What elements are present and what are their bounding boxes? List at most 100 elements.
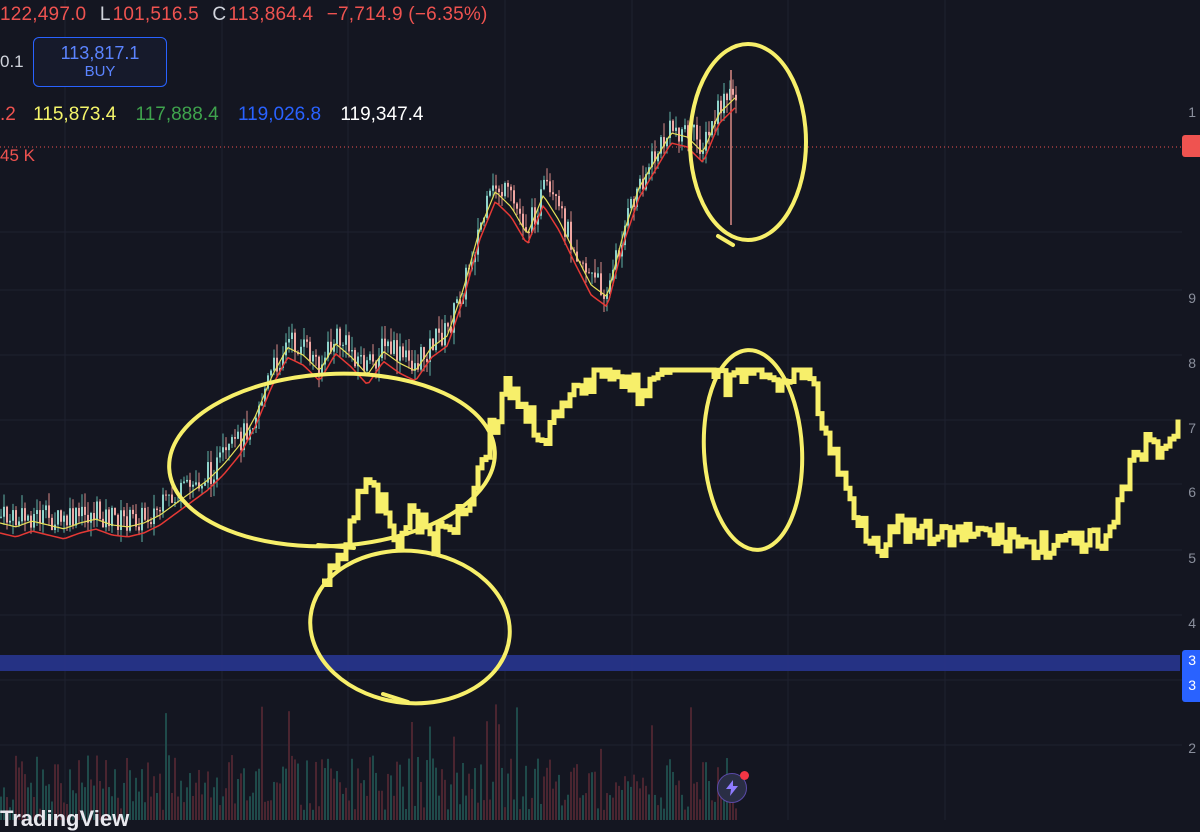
- volume-bar: [417, 757, 419, 820]
- volume-bar: [273, 781, 275, 820]
- candle-body: [96, 501, 98, 521]
- volume-bar: [447, 809, 449, 820]
- volume-bar: [504, 807, 506, 820]
- candle-body: [69, 508, 71, 526]
- volume-bar: [591, 772, 593, 820]
- volume-bar: [720, 788, 722, 820]
- volume-bar: [513, 799, 515, 820]
- candle-body: [591, 272, 593, 274]
- volume-bar: [3, 787, 5, 820]
- ohlc-close-label: C: [212, 4, 227, 25]
- volume-bar: [27, 787, 29, 820]
- candle-body: [93, 512, 95, 521]
- volume-bar: [546, 767, 548, 820]
- candle-body: [372, 354, 374, 362]
- candle-body: [201, 485, 203, 489]
- annotation-underline-lower: [381, 692, 410, 704]
- volume-bar: [201, 794, 203, 820]
- candle-body: [519, 208, 521, 214]
- annotation-tick-top: [716, 234, 735, 247]
- candle-body: [321, 364, 323, 376]
- candle-body: [477, 229, 479, 255]
- axis-tick: 7: [1188, 420, 1196, 436]
- volume-bar: [552, 788, 554, 820]
- volume-bar: [612, 797, 614, 820]
- volume-bar: [525, 765, 527, 820]
- volume-bar: [489, 799, 491, 820]
- volume-bar: [111, 796, 113, 820]
- candle-body: [495, 185, 497, 189]
- candle-body: [408, 350, 410, 361]
- candle-body: [600, 273, 602, 295]
- volume-bar: [630, 786, 632, 820]
- volume-bar: [672, 771, 674, 820]
- candle-body: [21, 508, 23, 522]
- volume-bar: [465, 795, 467, 820]
- candle-body: [204, 482, 206, 486]
- volume-bar: [72, 790, 74, 820]
- ma-line-yellow: [0, 97, 736, 530]
- candle-body: [138, 526, 140, 531]
- volume-bar: [645, 785, 647, 820]
- ohlc-change: −7,714.9 (−6.35%): [326, 4, 488, 25]
- candle-body: [510, 186, 512, 191]
- volume-bar: [333, 778, 335, 820]
- volume-bar: [507, 773, 509, 820]
- candle-body: [78, 507, 80, 517]
- volume-bar: [408, 758, 410, 820]
- candle-body: [264, 388, 266, 402]
- volume-bar: [693, 783, 695, 820]
- candle-body: [465, 267, 467, 300]
- candle-body: [642, 178, 644, 190]
- buy-price: 113,817.1: [60, 43, 140, 63]
- candle-body: [447, 323, 449, 327]
- ohlc-high: 122,497.0: [0, 4, 87, 25]
- axis-tick: 4: [1188, 615, 1196, 631]
- volume-bar: [240, 773, 242, 820]
- axis-tick: 2: [1188, 740, 1196, 756]
- volume-bar: [486, 721, 488, 820]
- candle-body: [552, 192, 554, 195]
- candle-body: [66, 515, 68, 526]
- volume-bar: [96, 755, 98, 820]
- candle-body: [651, 151, 653, 168]
- candle-body: [729, 88, 731, 101]
- lightning-bolt-button[interactable]: [717, 771, 749, 803]
- candle-body: [543, 179, 545, 190]
- candle-body: [711, 121, 713, 136]
- candle-body: [291, 332, 293, 340]
- volume-bar: [651, 725, 653, 820]
- candle-body: [384, 338, 386, 347]
- volume-bar: [735, 808, 737, 820]
- ohlc-close: 113,864.4: [228, 4, 314, 25]
- buy-button[interactable]: 113,817.1 BUY: [33, 37, 167, 87]
- candle-body: [327, 341, 329, 358]
- volume-bar: [309, 803, 311, 820]
- volume-bar: [210, 797, 212, 820]
- volume-bar: [696, 782, 698, 820]
- volume-bar: [312, 809, 314, 820]
- candle-body: [312, 354, 314, 362]
- volume-bar: [354, 809, 356, 820]
- volume-bar: [375, 772, 377, 820]
- volume-bar: [573, 767, 575, 820]
- candle-body: [24, 508, 26, 521]
- volume-bar: [501, 767, 503, 820]
- annotation-circle-top: [688, 42, 808, 242]
- volume-bar: [528, 809, 530, 820]
- candle-body: [120, 510, 122, 530]
- candle-body: [168, 494, 170, 496]
- candle-body: [45, 505, 47, 511]
- candle-body: [279, 367, 281, 372]
- volume-bar: [306, 760, 308, 820]
- candle-body: [450, 326, 452, 333]
- candle-body: [51, 517, 53, 531]
- volume-bar: [372, 755, 374, 820]
- candle-body: [639, 178, 641, 189]
- volume-bar: [198, 769, 200, 820]
- candle-body: [135, 514, 137, 527]
- volume-bar: [441, 769, 443, 820]
- volume-bar: [267, 800, 269, 820]
- ma-line-red: [0, 107, 736, 540]
